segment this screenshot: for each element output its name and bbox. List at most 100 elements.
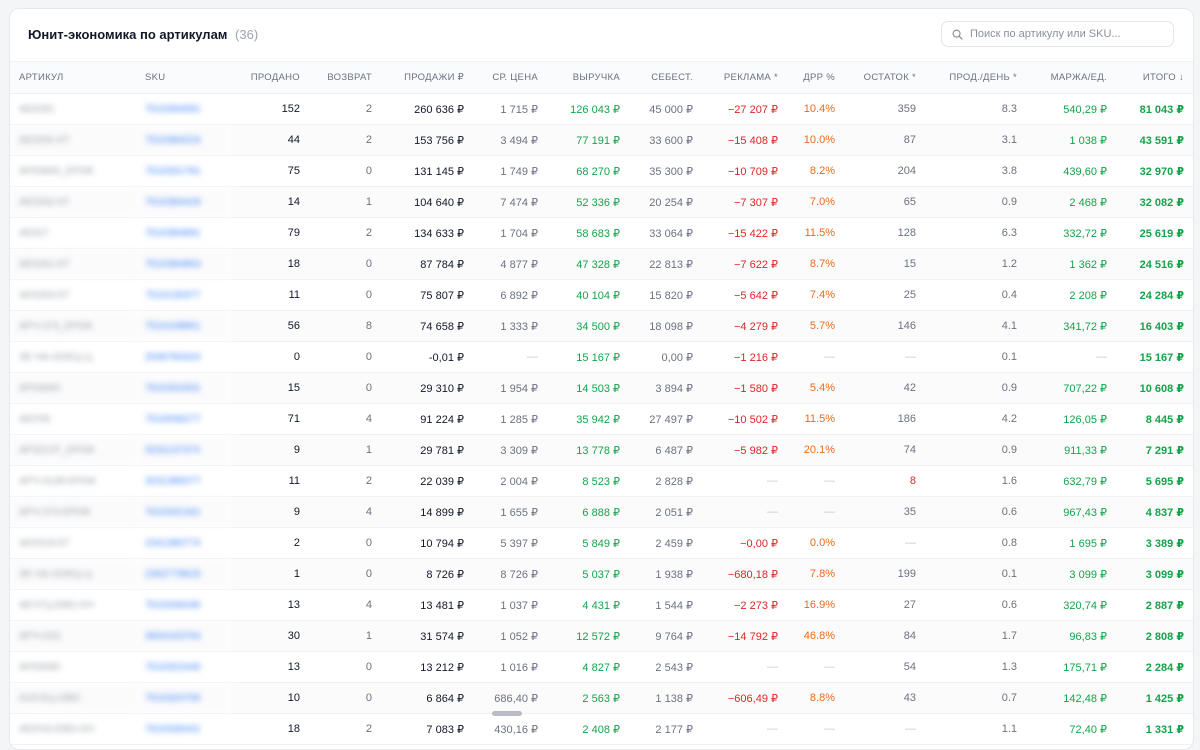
col-header-cost[interactable]: Себест. [629,61,702,94]
table-row[interactable]: АЕ0281 7510394581 152 2 260 636 ₽1 715 ₽126 … [10,93,1193,125]
col-header-stock[interactable]: Остаток * [844,61,925,94]
cell-total: 24 516 ₽ [1116,248,1193,280]
cell-sku[interactable]: 7610331341 [136,496,231,528]
cell-sku[interactable]: 7610036277 [136,403,231,435]
cell-article: АР03090 [10,651,136,683]
cell-sku[interactable]: 7510320700 [136,682,231,714]
table-row[interactable]: АРЧ-373_ЕР0Ж 7510108861 56 8 74 658 ₽1 333 ₽… [10,310,1193,342]
cell-sku[interactable]: 7510130377 [136,279,231,311]
col-header-ads[interactable]: Реклама * [702,61,787,94]
cell-sku[interactable]: 2362778623 [136,558,231,590]
table-row[interactable]: AP03660_ЕР0Ж 7610331781 75 0 131 145 ₽1 749 … [10,155,1193,187]
col-header-avg-price[interactable]: Ср. цена [473,61,547,94]
cell-total: 3 099 ₽ [1116,558,1193,590]
cell-returns: 1 [309,620,381,652]
cell-per-day: 0.6 [925,589,1026,621]
cell-sku[interactable]: 2036784424 [136,341,231,373]
cell-sales: 75 807 ₽ [381,279,473,311]
table-row[interactable]: АРЧ-3138-ЕР0Ж 3231380077 11 2 22 039 ₽2 004 … [10,465,1193,497]
cell-stock: 84 [844,620,925,652]
cell-per-day: 1.3 [925,651,1026,683]
col-header-sales[interactable]: Продажи ₽ [381,61,473,94]
cell-total: 43 591 ₽ [1116,124,1193,156]
table-row[interactable]: АРЧ-О31 3604163763 30 1 31 574 ₽1 052 ₽12 57… [10,620,1193,652]
cell-sku[interactable]: 3231380077 [136,465,231,497]
table-row[interactable]: АЕ0319-КТ 2341380774 2 0 10 794 ₽5 397 ₽5 84… [10,527,1193,559]
table-row[interactable]: АЕ0262-КТ 7510384429 14 1 104 640 ₽7 474 ₽52… [10,186,1193,218]
cell-total: 10 608 ₽ [1116,372,1193,404]
col-header-margin[interactable]: Маржа/ед. [1026,61,1116,94]
cell-sku[interactable]: 7510384429 [136,186,231,218]
cell-total: 8 445 ₽ [1116,403,1193,435]
search-box[interactable] [941,21,1174,47]
cell-sku[interactable]: 7610331831 [136,372,231,404]
cell-sku[interactable]: 7510384863 [136,248,231,280]
cell-stock: 54 [844,651,925,683]
cell-total: 1 331 ₽ [1116,713,1193,745]
cell-total: 2 887 ₽ [1116,589,1193,621]
cell-sku[interactable]: 3231137374 [136,434,231,466]
table-row[interactable]: АР03660 7610331831 15 0 29 310 ₽1 954 ₽14 50… [10,372,1193,404]
table-row[interactable]: АРЧ-373-ЕР0Ж 7610331341 9 4 14 899 ₽1 655 ₽6… [10,496,1193,528]
cell-sku[interactable]: 7510108861 [136,310,231,342]
cell-total: 32 970 ₽ [1116,155,1193,187]
cell-sku[interactable]: 7510394581 [136,93,231,125]
table-row[interactable]: АЕЧ7Ц-ЕВО-ОЧ 7610336430 13 4 13 481 ₽1 037 ₽… [10,589,1193,621]
cell-ads: −606,49 ₽ [702,682,787,714]
cell-stock: 15 [844,248,925,280]
table-row[interactable]: АР03090 7610331640 13 0 13 212 ₽1 016 ₽4 827… [10,651,1193,683]
horizontal-scrollbar[interactable] [492,711,522,716]
cell-sales: 13 212 ₽ [381,651,473,683]
table-row[interactable]: АЕ027 7510384891 79 2 134 633 ₽1 704 ₽58 683… [10,217,1193,249]
cell-sku[interactable]: 7510384223 [136,124,231,156]
cell-drr: 7.8% [787,558,844,590]
table-row[interactable]: АЕ0263-КТ 7510130377 11 0 75 807 ₽6 892 ₽40 … [10,279,1193,311]
cell-sales: 10 794 ₽ [381,527,473,559]
cell-ads: −680,18 ₽ [702,558,787,590]
table-row[interactable]: АЕ0ЧО-ЕВО-ОЧ 7610336441 18 2 7 083 ₽430,16 ₽… [10,713,1193,745]
cell-ads: −5 642 ₽ [702,279,787,311]
cell-sku[interactable]: 7610331640 [136,651,231,683]
col-header-article[interactable]: Артикул [10,61,136,94]
cell-per-day: 0.9 [925,372,1026,404]
col-header-total[interactable]: Итого ↓ [1116,61,1193,94]
col-header-revenue[interactable]: Выручка [547,61,629,94]
cell-article: АЕ0ЧО-ЕВО-ОЧ [10,713,136,745]
cell-ads: −7 307 ₽ [702,186,787,218]
cell-ads: −1 216 ₽ [702,341,787,373]
col-header-sold[interactable]: Продано [231,61,309,94]
cell-sales: 87 784 ₽ [381,248,473,280]
table-row[interactable]: АЕ0281-КТ 7510384223 44 2 153 756 ₽3 494 ₽77… [10,124,1193,156]
table-row[interactable]: АРЗ213Т_ЕР0Ж 3231137374 9 1 29 781 ₽3 309 ₽1… [10,434,1193,466]
col-header-returns[interactable]: Возврат [309,61,381,94]
cell-sku[interactable]: 7610336441 [136,713,231,745]
col-header-per-day[interactable]: Прод./день * [925,61,1026,94]
cell-revenue: 12 572 ₽ [547,620,629,652]
table-row[interactable]: АЗЗ-ЕЦ-ОВО 7510320700 10 0 6 864 ₽686,40 ₽2 … [10,682,1193,714]
cell-sku[interactable]: 7610336430 [136,589,231,621]
table-row[interactable]: ЗЕ-ЧА-ООЕЦ-Ц 2036784424 0 0 -0,01 ₽ —15 167 ₽… [10,341,1193,373]
cell-drr: — [787,713,844,745]
cell-total: 24 284 ₽ [1116,279,1193,311]
cell-per-day: 0.9 [925,186,1026,218]
cell-sku[interactable]: 2341380774 [136,527,231,559]
unit-economics-card: Юнит-экономика по артикулам (36) Артикул… [9,8,1194,750]
cell-sales: 13 481 ₽ [381,589,473,621]
search-input[interactable] [970,25,1165,43]
cell-avg-price: 1 037 ₽ [473,589,547,621]
cell-sku[interactable]: 7510384891 [136,217,231,249]
table-row[interactable]: ЗЕ-ЧА-ООЕЦ-Ц 2362778623 1 0 8 726 ₽8 726 ₽5 … [10,558,1193,590]
cell-ads: −4 279 ₽ [702,310,787,342]
cell-sku[interactable]: 7610331781 [136,155,231,187]
cell-sku[interactable]: 3604163763 [136,620,231,652]
cell-drr: 10.0% [787,124,844,156]
col-header-sku[interactable]: SKU [136,61,231,94]
cell-revenue: 77 191 ₽ [547,124,629,156]
cell-stock: — [844,527,925,559]
col-header-drr[interactable]: ДРР % [787,61,844,94]
cell-per-day: 0.6 [925,496,1026,528]
cell-per-day: 1.6 [925,465,1026,497]
table-row[interactable]: АЕ0261-КТ 7510384863 18 0 87 784 ₽4 877 ₽47 … [10,248,1193,280]
cell-ads: −14 792 ₽ [702,620,787,652]
table-row[interactable]: АЕ0Ч5 7610036277 71 4 91 224 ₽1 285 ₽35 942 … [10,403,1193,435]
